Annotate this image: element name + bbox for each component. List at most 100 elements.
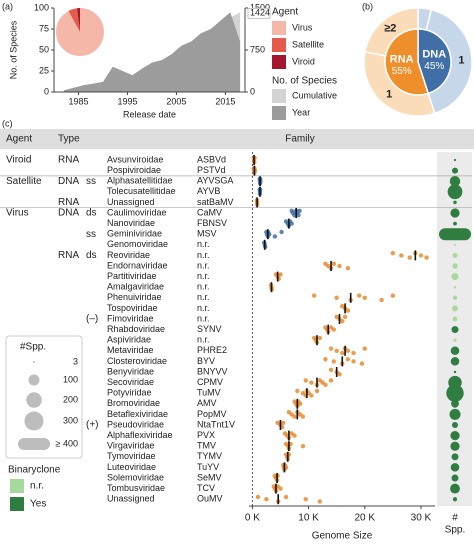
spp-bubble [452,316,458,322]
size-legend-title: #Spp. [20,342,46,353]
panel-label: (b) [362,1,373,11]
genome-point [334,295,339,300]
strand-label: ss [86,176,96,187]
genome-point [328,378,334,383]
legend-swatch [272,106,286,120]
abbrev-label: BNYVV [197,366,228,376]
genome-point [281,420,286,425]
genome-point [359,361,365,366]
legend-label: Viroid [292,56,315,66]
family-label: Benyviridae [107,366,154,376]
genome-point [328,346,334,351]
genome-point [317,499,323,504]
abbrev-label: PVX [197,430,215,440]
family-label: Aspiviridae [107,335,151,345]
abbrev-label: CPMV [197,377,223,387]
genome-point [331,359,337,364]
genome-point [292,414,297,419]
x-axis-title: Release date [123,109,176,119]
legend-label: Year [292,107,310,117]
genome-point [345,266,351,271]
spp-bubble [451,453,459,461]
genome-point [295,388,300,394]
legend-label: Yes [30,499,46,510]
spp-header: Spp. [445,525,466,536]
genome-point [340,319,345,324]
size-legend-label: ≥ 400 [56,438,78,448]
abbrev-label: n.r. [197,239,210,249]
spp-bubble [451,326,459,334]
abbrev-label: FBNSV [197,218,227,228]
spp-bubble [450,346,460,356]
type-label: DNA [58,208,79,219]
genome-point [345,308,351,313]
slice-value-label: 45% [424,61,444,72]
legend-label: Satellite [292,39,324,49]
genome-point [317,335,323,341]
spp-bubble [24,411,44,431]
type-label: RNA [58,250,79,261]
genome-point [340,350,345,356]
panel-label: (c) [2,118,13,128]
y-tick-label: 25 [39,65,49,75]
spp-bubble [452,497,458,502]
y2-tick-label: 0 [250,86,255,96]
family-label: Rhabdoviridae [107,324,165,334]
y-tick-label: 75 [39,23,49,33]
genome-point [309,393,314,398]
x-tick-label: 30 K [411,513,432,524]
family-label: Bromoviridae [107,398,160,408]
family-label: Pseudoviridae [107,419,164,429]
type-label: RNA [58,197,79,208]
type-label: RNA [58,155,79,166]
slice-label: DNA [422,48,446,60]
abbrev-label: n.r. [197,292,210,302]
genome-point [323,382,328,387]
genome-point [278,486,283,491]
genome-point [379,297,384,303]
slice-value-label: 55% [392,66,412,77]
legend-label: Virus [292,22,313,32]
genome-point [328,367,334,372]
x-tick-label: 2005 [166,96,186,106]
spp-bubble [450,441,460,451]
genome-point [292,433,297,438]
family-label: Metaviridae [107,345,154,355]
spp-bubble [451,399,459,408]
abbrev-label: n.r. [197,303,210,313]
legend-swatch [272,89,286,103]
area [63,12,241,93]
annotation: 1424 [250,8,270,18]
genome-point [407,255,412,260]
genome-point [303,497,308,502]
pie-slice [68,8,80,32]
family-label: Reoviridae [107,250,150,260]
abbrev-label: SeMV [197,472,222,482]
abbrev-label: TMV [197,441,216,451]
genome-point [345,357,351,362]
spp-bubble [451,167,459,174]
abbrev-label: PopMV [197,409,227,419]
abbrev-label: n.r. [197,250,210,260]
annotation-box [247,7,271,19]
abbrev-label: TCV [197,483,215,493]
strand-label: ds [86,250,97,261]
family-label: Avsunviroidae [107,154,163,164]
color-legend-title: Binaryclone [8,465,61,476]
legend-swatch [272,55,286,69]
spp-bubble [453,221,457,226]
family-label: Betaflexiviridae [107,409,168,419]
abbrev-label: TuYV [197,462,219,472]
legend-swatch [10,497,24,511]
spp-header: # [452,513,458,524]
family-label: Endornaviridae [107,260,168,270]
family-label: Virgaviridae [107,441,154,451]
spp-bubble [18,438,50,450]
size-legend-label: 3 [73,356,78,366]
genome-point [362,295,367,300]
family-label: Tospoviridae [107,303,158,313]
size-legend-box [5,335,83,459]
spp-bubble [33,361,35,363]
genome-point [399,253,404,258]
genome-point [283,494,289,500]
